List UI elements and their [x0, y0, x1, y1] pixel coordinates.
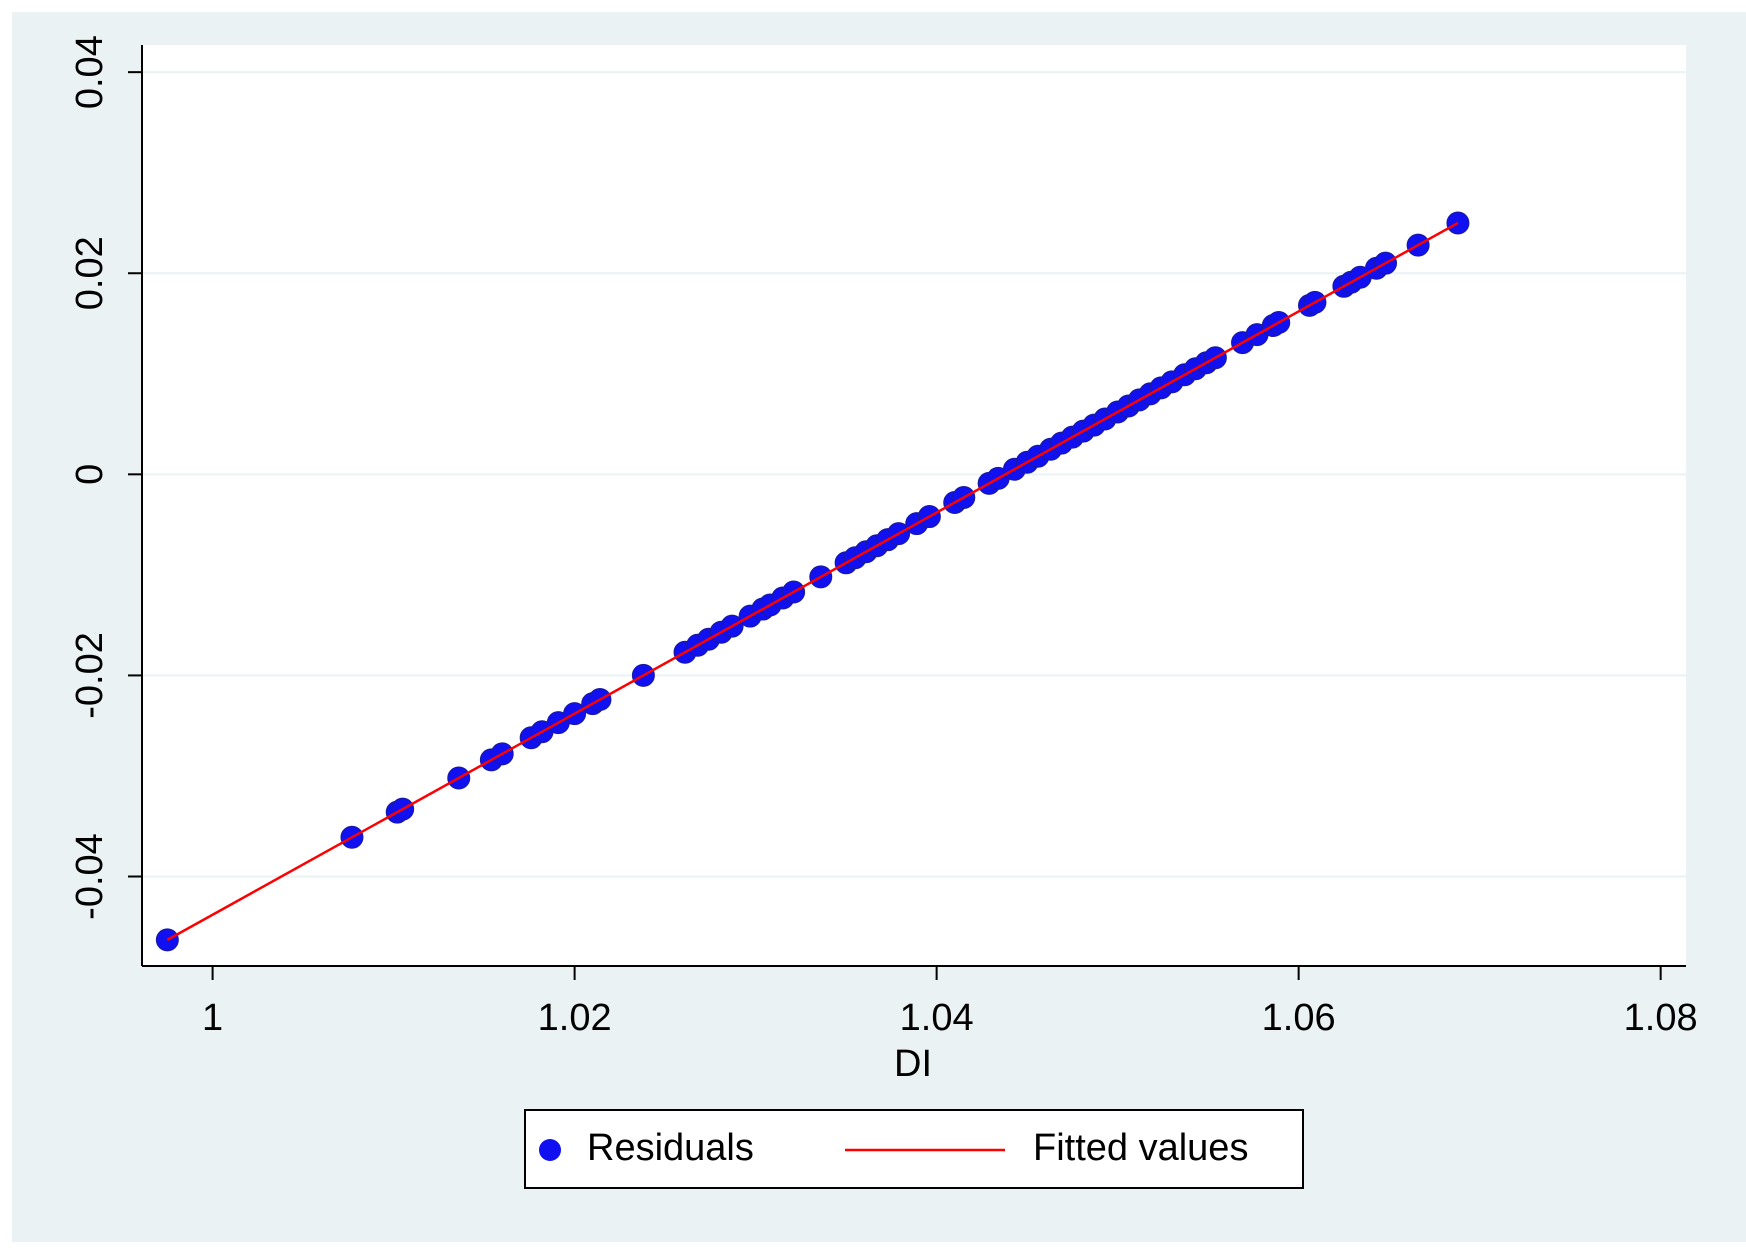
legend-label: Fitted values: [1033, 1127, 1248, 1169]
legend-label: Residuals: [587, 1127, 754, 1169]
x-tick-label: 1.04: [900, 997, 974, 1039]
x-axis-label: DI: [894, 1043, 932, 1085]
y-tick-label: 0.04: [69, 35, 111, 109]
y-tick-label: 0: [69, 464, 111, 485]
plot-area: [142, 45, 1686, 966]
x-tick-label: 1: [202, 997, 223, 1039]
y-tick-label: 0.02: [69, 236, 111, 310]
y-tick-label: -0.02: [69, 632, 111, 719]
x-tick-label: 1.06: [1262, 997, 1336, 1039]
y-tick-label: -0.04: [69, 833, 111, 920]
fit-line: [166, 221, 1459, 941]
x-tick-label: 1.08: [1624, 997, 1698, 1039]
legend-marker: [539, 1139, 561, 1161]
x-tick-label: 1.02: [538, 997, 612, 1039]
